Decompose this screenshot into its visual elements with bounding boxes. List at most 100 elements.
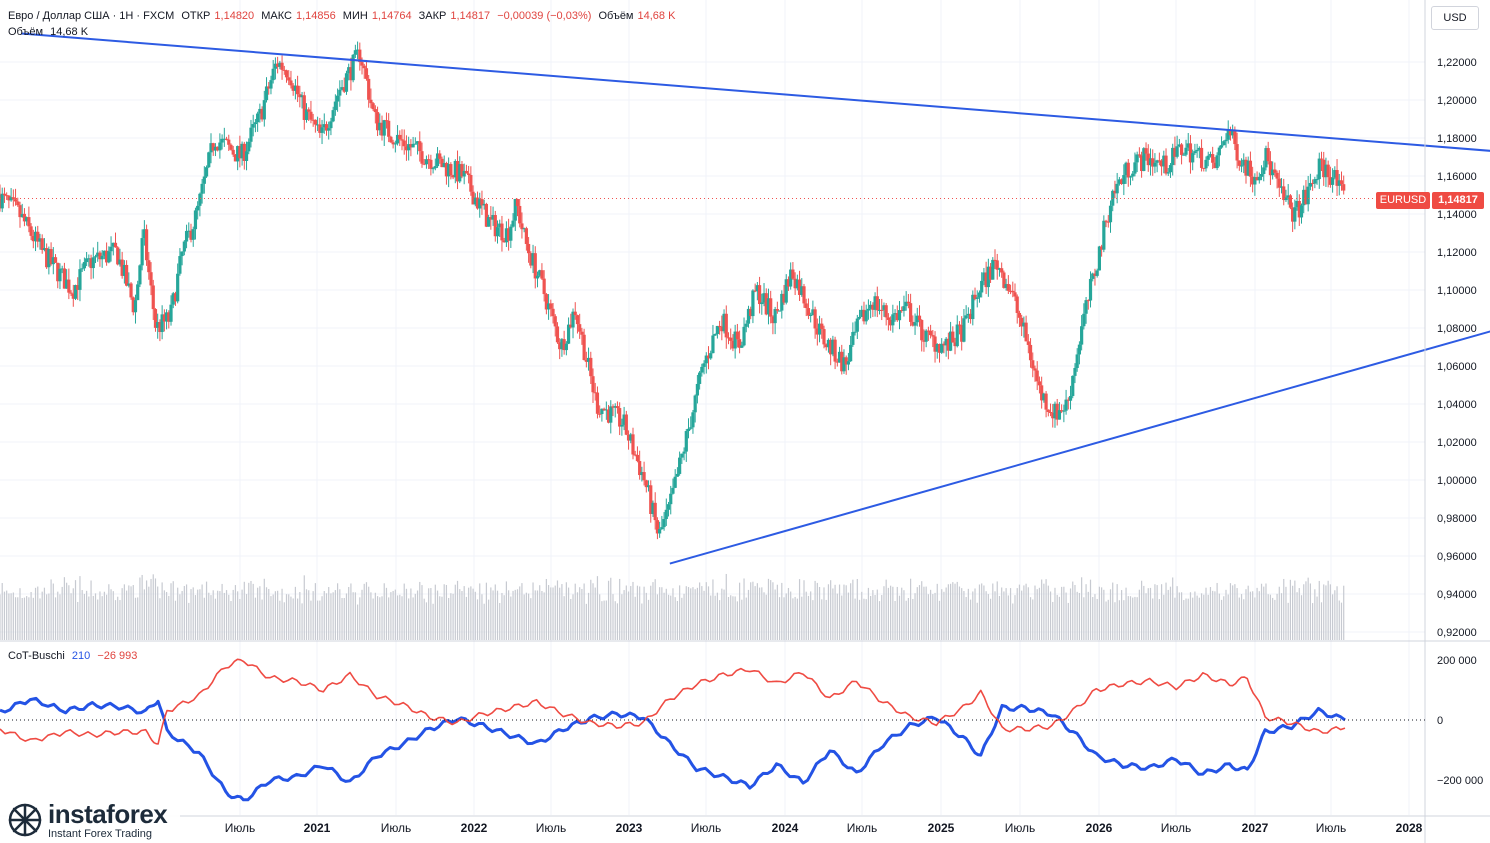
volume-bar: [599, 594, 601, 640]
volume-bar: [508, 590, 510, 640]
candle-body: [920, 320, 924, 341]
volume-bar: [1243, 599, 1245, 640]
cot-tick-label: −200 000: [1437, 775, 1483, 787]
volume-bar: [1196, 595, 1198, 640]
candle-body: [615, 406, 620, 409]
volume-bar: [314, 583, 316, 640]
volume-bar: [14, 597, 17, 640]
candle-body: [1142, 148, 1146, 172]
candle-body: [575, 315, 580, 325]
candle-body: [1017, 312, 1022, 318]
candle-body: [127, 283, 131, 286]
volume-bar: [1172, 577, 1174, 640]
candle-body: [882, 305, 886, 310]
volume-bar: [330, 593, 332, 640]
volume-bar: [361, 589, 363, 640]
volume-bar: [661, 587, 663, 640]
volume-bar: [1238, 597, 1240, 640]
volume-bar: [492, 590, 494, 640]
currency-button[interactable]: USD: [1431, 6, 1479, 30]
volume-bar: [1018, 584, 1021, 640]
volume-bar: [494, 584, 496, 640]
volume-bar: [390, 592, 392, 640]
candle-body: [669, 493, 673, 505]
candle-body: [1128, 176, 1133, 178]
candle-body: [1166, 172, 1170, 174]
volume-bar: [1041, 579, 1043, 640]
volume-bar: [1121, 590, 1123, 640]
volume-bar: [499, 602, 501, 640]
volume-bar: [26, 596, 28, 640]
volume-bar: [821, 599, 823, 640]
volume-bar: [436, 590, 439, 640]
volume-bar: [603, 600, 605, 640]
candle-body: [822, 329, 826, 345]
volume-bar: [534, 590, 536, 640]
volume-bar: [412, 597, 414, 640]
candle-body: [1135, 154, 1139, 163]
candle-body: [231, 149, 235, 155]
price-tick-label: 1,06000: [1437, 361, 1477, 373]
candle-body: [65, 279, 69, 289]
candle-body: [204, 167, 209, 177]
candle-body: [273, 63, 278, 69]
candle-body: [307, 109, 311, 112]
candle-body: [1273, 169, 1277, 173]
volume-bar: [650, 585, 652, 640]
candle-body: [25, 217, 29, 222]
volume-bar: [547, 585, 550, 640]
volume-bar: [359, 597, 361, 640]
volume-bar: [1334, 590, 1336, 640]
volume-bar: [587, 592, 590, 640]
time-tick-label: 2025: [928, 821, 955, 835]
volume-bar: [703, 590, 705, 640]
volume-bar: [1265, 583, 1267, 640]
price-tick-label: 0,98000: [1437, 513, 1477, 525]
candle-body: [833, 339, 837, 362]
candle-body: [329, 121, 333, 129]
candle-body: [1177, 144, 1181, 147]
volume-bar: [943, 591, 945, 640]
candle-body: [709, 353, 713, 359]
volume-bar: [1036, 589, 1038, 640]
candle-body: [635, 454, 640, 462]
candle-body: [1184, 147, 1188, 155]
volume-bar: [208, 592, 210, 640]
candle-body: [1164, 155, 1168, 174]
volume-bar: [570, 598, 572, 640]
volume-bar: [197, 589, 199, 640]
candle-body: [207, 152, 211, 168]
candle-body: [640, 472, 644, 476]
volume-bar: [279, 600, 281, 640]
candle-body: [991, 259, 995, 280]
volume-bar: [885, 579, 887, 640]
candle-body: [813, 309, 817, 329]
candle-body: [762, 293, 766, 303]
volume-bar: [767, 578, 770, 640]
candle-body: [695, 383, 699, 396]
volume-bar: [938, 600, 941, 640]
trendline[interactable]: [21, 32, 1490, 152]
candle-body: [924, 330, 928, 342]
candle-body: [160, 314, 164, 333]
volume-bar: [781, 582, 783, 640]
volume-bar: [37, 586, 39, 640]
volume-bar: [1343, 585, 1345, 640]
volume-bar: [177, 587, 179, 640]
volume-bar: [878, 601, 881, 640]
volume-bar: [103, 591, 105, 640]
candle-body: [384, 120, 389, 122]
trendline[interactable]: [669, 315, 1490, 565]
volume-bar: [261, 599, 263, 640]
candle-body: [144, 229, 149, 261]
volume-bar: [621, 594, 623, 640]
volume-bar: [285, 594, 288, 640]
candle-body: [686, 428, 691, 432]
last-price-badge: EURUSD 1,14817: [1376, 192, 1484, 209]
candle-body: [1131, 173, 1135, 177]
volume-bar: [1245, 589, 1247, 640]
volume-bar: [745, 597, 747, 640]
candle-body: [1242, 159, 1246, 166]
volume-bar: [434, 584, 436, 640]
